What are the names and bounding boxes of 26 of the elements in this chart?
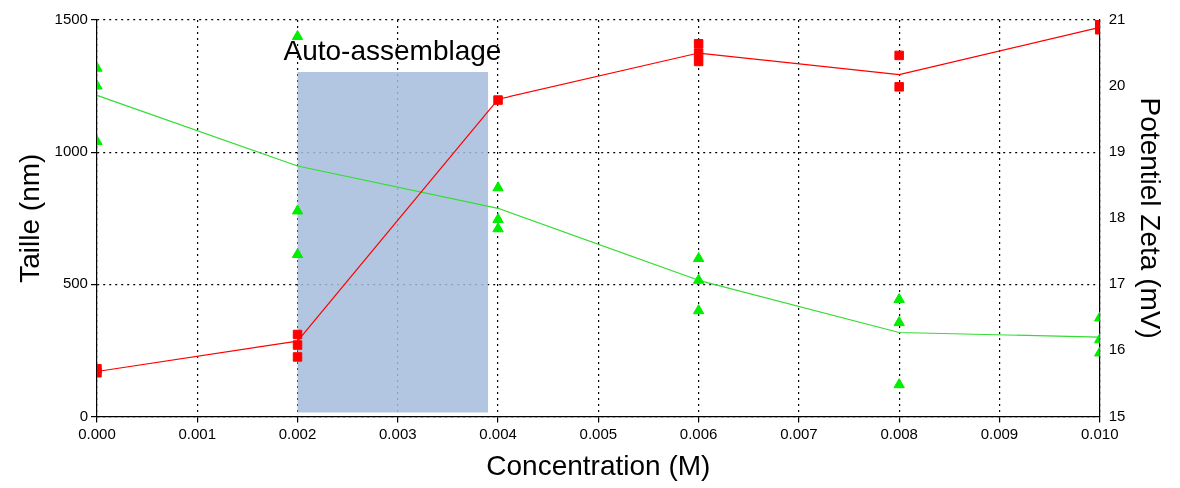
y-tick-label: 1000 — [54, 142, 88, 160]
y2-tick-label: 19 — [1108, 142, 1126, 160]
band-label: Auto-assemblage — [283, 34, 502, 66]
y-tick-label: 1500 — [54, 10, 88, 28]
x-tick-label: 0.010 — [1080, 424, 1119, 442]
y2-tick-label: 15 — [1108, 406, 1126, 424]
y2-tick-label: 21 — [1108, 10, 1126, 28]
y2-tick-label: 17 — [1108, 274, 1126, 292]
y2-tick-label: 16 — [1108, 340, 1126, 358]
y-axis-title: Taille (nm) — [13, 153, 45, 283]
x-tick-label: 0.000 — [78, 424, 116, 442]
x-tick-label: 0.002 — [278, 424, 317, 442]
x-tick-label: 0.005 — [579, 424, 618, 442]
x-axis-title: Concentration (M) — [486, 449, 711, 481]
x-tick-label: 0.009 — [980, 424, 1019, 442]
y2-tick-label: 18 — [1108, 208, 1126, 226]
x-tick-label: 0.007 — [780, 424, 818, 442]
x-tick-label: 0.008 — [880, 424, 918, 442]
y-tick-label: 500 — [62, 274, 88, 292]
y2-axis-title: Potentiel Zeta (mV) — [1135, 97, 1167, 339]
y-tick-label: 0 — [79, 406, 88, 424]
x-tick-label: 0.003 — [379, 424, 417, 442]
x-tick-label: 0.006 — [679, 424, 718, 442]
x-tick-label: 0.004 — [479, 424, 517, 442]
x-tick-label: 0.001 — [178, 424, 217, 442]
y2-tick-label: 20 — [1108, 76, 1126, 94]
